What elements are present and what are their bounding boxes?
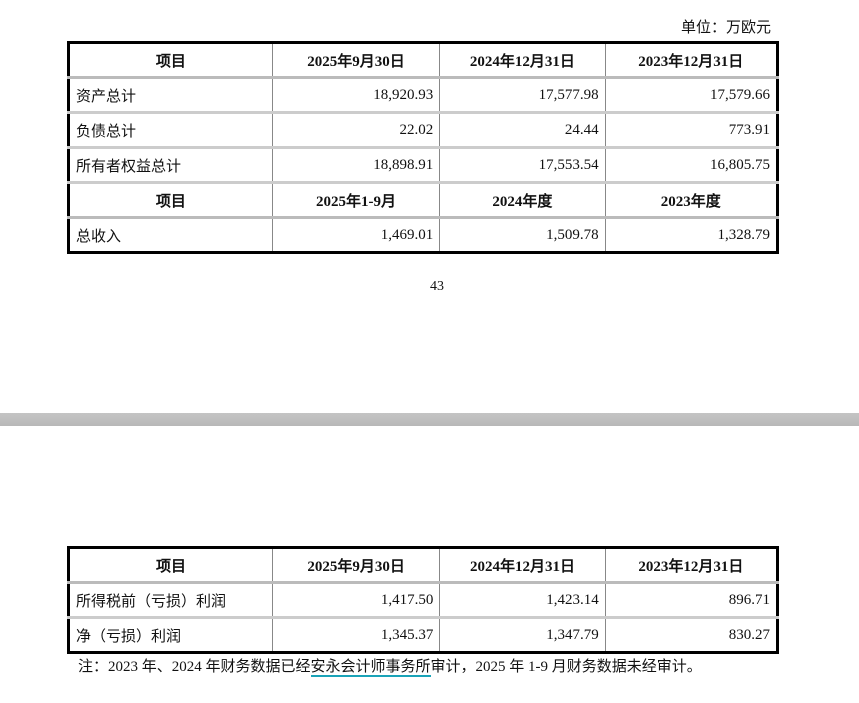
table-subheader-row: 项目 2025年1-9月 2024年度 2023年度 <box>68 182 779 219</box>
table-row: 资产总计 18,920.93 17,577.98 17,579.66 <box>68 77 779 114</box>
cell-value: 1,345.37 <box>271 617 441 653</box>
table-note: 注：2023 年、2024 年财务数据已经安永会计师事务所审计，2025 年 1… <box>78 655 778 679</box>
note-text: 审计，2025 年 1-9 月财务数据未经审计。 <box>430 659 702 675</box>
header-cell: 项目 <box>68 547 273 584</box>
cell-value: 24.44 <box>439 112 606 149</box>
row-label: 所有者权益总计 <box>68 147 273 184</box>
cell-value: 17,579.66 <box>604 77 779 114</box>
cell-value: 18,898.91 <box>271 147 441 184</box>
row-label: 所得税前（亏损）利润 <box>68 582 273 619</box>
header-cell: 2024年12月31日 <box>439 42 606 79</box>
header-cell: 2025年9月30日 <box>271 547 441 584</box>
table-row: 负债总计 22.02 24.44 773.91 <box>68 112 779 149</box>
balance-sheet-table: 项目 2025年9月30日 2024年12月31日 2023年12月31日 资产… <box>67 41 779 254</box>
table-row: 所有者权益总计 18,898.91 17,553.54 16,805.75 <box>68 147 779 184</box>
cell-value: 773.91 <box>604 112 779 149</box>
row-label: 净（亏损）利润 <box>68 617 273 653</box>
header-cell: 2025年1-9月 <box>271 182 441 219</box>
cell-value: 18,920.93 <box>271 77 441 114</box>
row-label: 负债总计 <box>68 112 273 149</box>
table-row: 所得税前（亏损）利润 1,417.50 1,423.14 896.71 <box>68 582 779 619</box>
cell-value: 16,805.75 <box>604 147 779 184</box>
cell-value: 17,577.98 <box>439 77 606 114</box>
page-number: 43 <box>430 279 444 294</box>
header-cell: 2023年12月31日 <box>604 547 779 584</box>
cell-value: 1,347.79 <box>439 617 606 653</box>
table-row: 净（亏损）利润 1,345.37 1,347.79 830.27 <box>68 617 779 653</box>
table-header-row: 项目 2025年9月30日 2024年12月31日 2023年12月31日 <box>68 547 779 584</box>
page-separator <box>0 413 859 426</box>
header-cell: 2023年度 <box>604 182 779 219</box>
header-cell: 2024年12月31日 <box>439 547 606 584</box>
auditor-link[interactable]: 安永会计师事务所 <box>310 659 431 677</box>
cell-value: 22.02 <box>271 112 441 149</box>
cell-value: 1,469.01 <box>271 217 441 253</box>
header-cell: 2024年度 <box>439 182 606 219</box>
table-row: 总收入 1,469.01 1,509.78 1,328.79 <box>68 217 779 253</box>
row-label: 资产总计 <box>68 77 273 114</box>
cell-value: 896.71 <box>604 582 779 619</box>
header-cell: 项目 <box>68 182 273 219</box>
note-text: 注：2023 年、2024 年财务数据已经 <box>78 659 311 675</box>
cell-value: 17,553.54 <box>439 147 606 184</box>
cell-value: 1,423.14 <box>439 582 606 619</box>
unit-label: 单位：万欧元 <box>680 20 771 36</box>
header-cell: 2025年9月30日 <box>271 42 441 79</box>
header-cell: 项目 <box>68 42 273 79</box>
cell-value: 1,509.78 <box>439 217 606 253</box>
table-header-row: 项目 2025年9月30日 2024年12月31日 2023年12月31日 <box>68 42 779 79</box>
cell-value: 1,328.79 <box>604 217 779 253</box>
row-label: 总收入 <box>68 217 273 253</box>
cell-value: 1,417.50 <box>271 582 441 619</box>
cell-value: 830.27 <box>604 617 779 653</box>
header-cell: 2023年12月31日 <box>604 42 779 79</box>
profit-table: 项目 2025年9月30日 2024年12月31日 2023年12月31日 所得… <box>67 546 779 654</box>
